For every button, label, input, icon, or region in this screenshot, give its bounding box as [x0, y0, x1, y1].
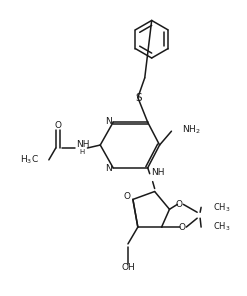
Text: H$_3$C: H$_3$C — [20, 154, 39, 166]
Text: N: N — [105, 164, 112, 173]
Text: NH$_2$: NH$_2$ — [182, 124, 201, 136]
Text: O: O — [124, 192, 130, 201]
Text: O: O — [179, 223, 186, 231]
Text: CH$_3$: CH$_3$ — [213, 221, 230, 233]
Text: S: S — [136, 93, 142, 103]
Text: OH: OH — [121, 263, 135, 272]
Text: O: O — [54, 121, 61, 130]
Text: H: H — [80, 149, 85, 155]
Text: O: O — [176, 200, 183, 209]
Text: NH: NH — [151, 168, 164, 177]
Text: NH: NH — [76, 139, 89, 149]
Text: CH$_3$: CH$_3$ — [213, 201, 230, 214]
Text: N: N — [105, 117, 112, 126]
